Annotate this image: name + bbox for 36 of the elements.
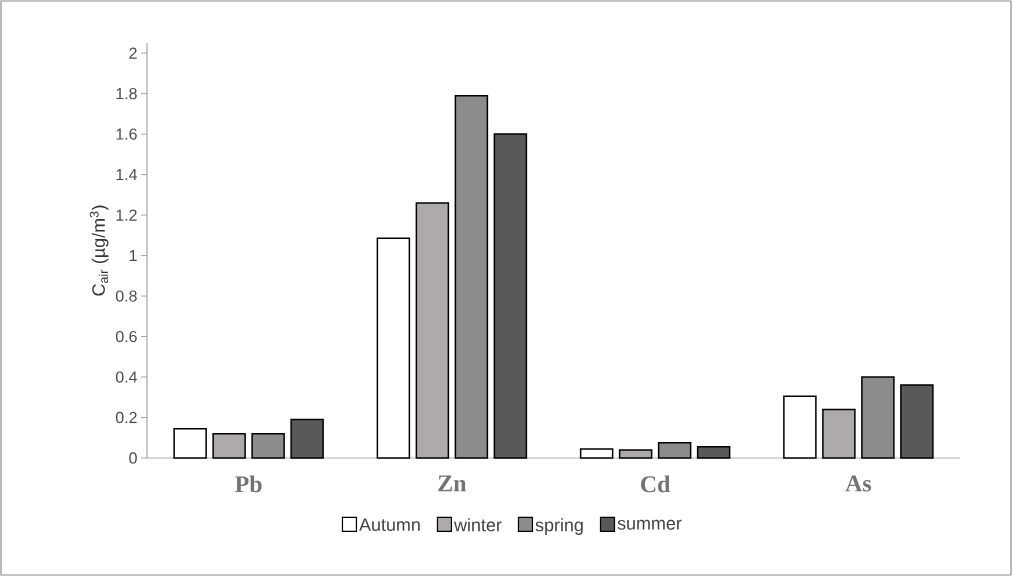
y-tick-label: 0 — [129, 452, 137, 464]
bar — [415, 202, 450, 459]
bar — [861, 376, 895, 459]
x-tick-label: Pb — [235, 475, 262, 493]
bar — [454, 94, 489, 459]
y-tick-label: 0.8 — [115, 290, 137, 302]
y-tick-label: 0.4 — [115, 371, 138, 383]
y-tick-label: 1.4 — [116, 169, 138, 181]
bar — [783, 395, 817, 459]
y-tick-label: 1.6 — [116, 128, 137, 140]
y-tick-label: 0.2 — [115, 411, 137, 424]
legend-label: Autumn — [359, 518, 420, 532]
bar — [376, 237, 411, 459]
x-tick-label: As — [845, 475, 872, 492]
bar — [579, 448, 614, 459]
bar — [493, 133, 528, 459]
x-tick-label: Zn — [438, 475, 467, 492]
bar — [696, 446, 731, 459]
bar — [290, 418, 324, 459]
y-tick-label: 2 — [129, 47, 137, 59]
legend-label: winter — [454, 518, 502, 532]
x-tick-label: Cd — [641, 475, 671, 493]
y-axis-title: C$_{air}$ (µg/m$^{3}$) — [89, 205, 109, 296]
y-tick-label: 1.2 — [116, 209, 137, 221]
legend-label: summer — [617, 519, 682, 530]
bar — [173, 427, 207, 459]
bar — [251, 432, 285, 459]
bar — [618, 449, 653, 459]
y-tick-label: 1.8 — [116, 87, 137, 100]
bar — [657, 442, 692, 459]
bar — [900, 384, 934, 459]
bar — [822, 408, 856, 459]
legend-label: spring — [535, 518, 583, 535]
y-tick-label: 0.6 — [115, 330, 137, 343]
y-tick-label: 1 — [129, 250, 137, 262]
bar — [212, 432, 246, 459]
